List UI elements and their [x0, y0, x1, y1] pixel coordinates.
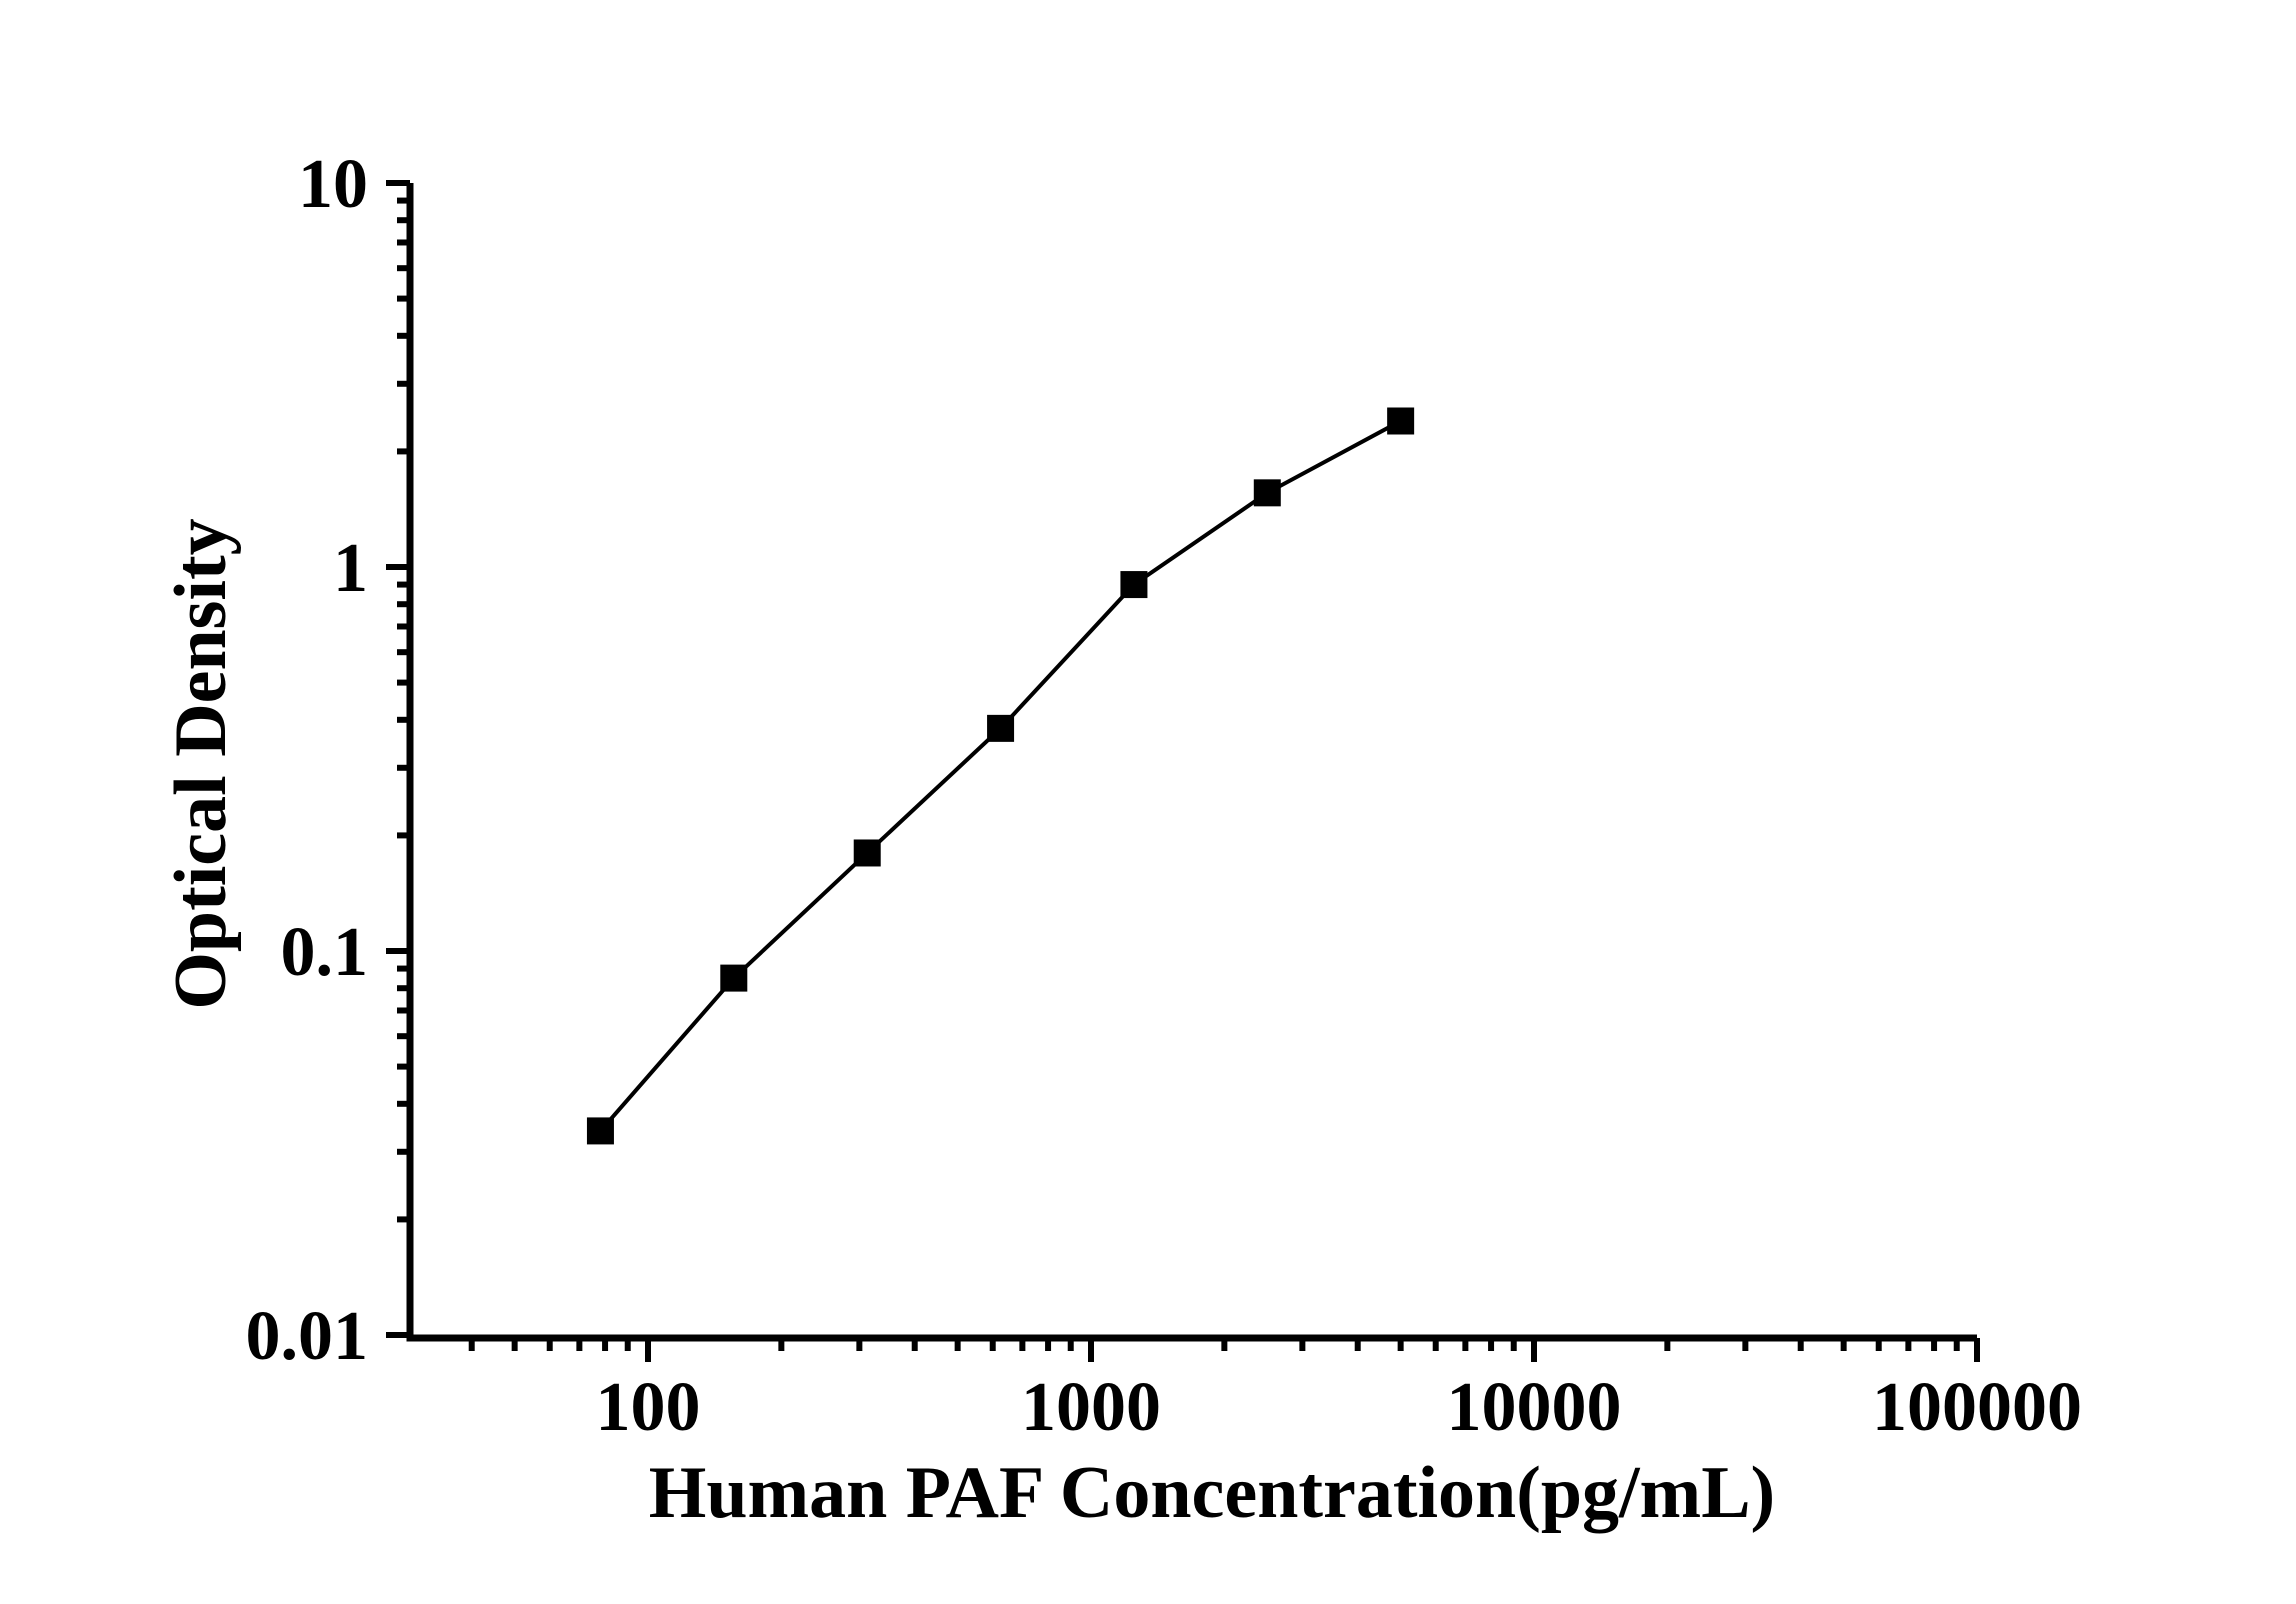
- y-axis-title: Optical Density: [160, 518, 242, 1009]
- y-tick-label: 1: [333, 530, 368, 607]
- data-point-marker: [1387, 407, 1415, 435]
- data-point-marker: [586, 1117, 614, 1145]
- x-tick-label: 1000: [1021, 1369, 1161, 1446]
- y-tick-label: 10: [298, 146, 368, 223]
- x-tick-label: 10000: [1447, 1369, 1622, 1446]
- data-point-marker: [720, 964, 748, 992]
- data-point-marker: [1253, 479, 1281, 507]
- x-axis-title: Human PAF Concentration(pg/mL): [649, 1452, 1775, 1534]
- x-tick-label: 100: [596, 1369, 701, 1446]
- x-tick-label: 100000: [1872, 1369, 2082, 1446]
- y-tick-label: 0.1: [281, 914, 369, 991]
- y-tick-label: 0.01: [246, 1298, 369, 1375]
- data-point-marker: [1120, 571, 1148, 599]
- data-point-marker: [987, 714, 1015, 742]
- data-point-marker: [853, 839, 881, 867]
